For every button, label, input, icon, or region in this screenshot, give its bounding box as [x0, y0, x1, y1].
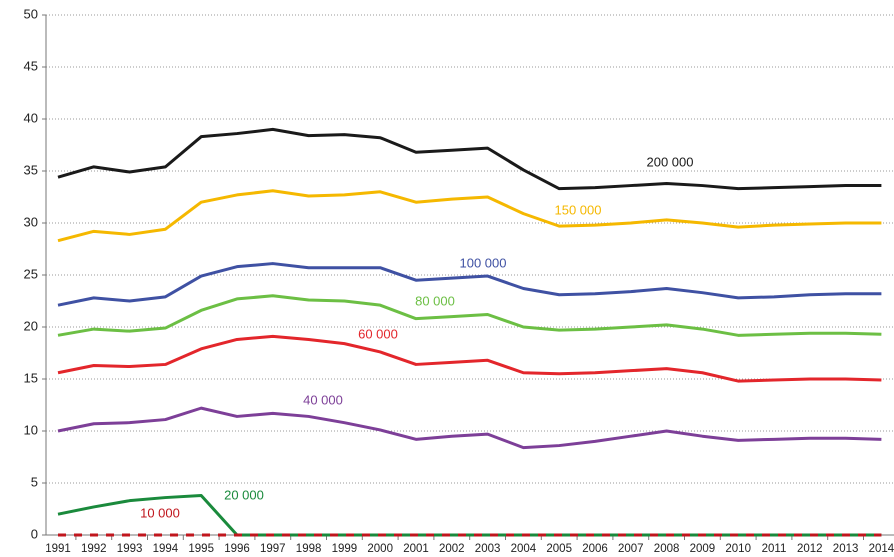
x-tick-label: 2014	[869, 543, 894, 555]
series-line	[57, 493, 882, 537]
series-label: 200 000	[647, 154, 694, 169]
x-tick-label: 2009	[690, 543, 716, 555]
x-tick-label: 2004	[511, 543, 537, 555]
y-tick-label: 45	[24, 58, 38, 73]
x-tick-label: 2010	[725, 543, 751, 555]
y-tick-label: 50	[24, 6, 38, 21]
x-tick-label: 2012	[797, 543, 823, 555]
x-tick-label: 2001	[403, 543, 429, 555]
y-tick-label: 35	[24, 162, 38, 177]
y-tick-label: 5	[31, 474, 38, 489]
series-line	[57, 406, 882, 450]
series-label: 40 000	[303, 392, 343, 407]
x-tick-label: 1991	[45, 543, 71, 555]
series-line	[57, 294, 882, 337]
x-tick-label: 2003	[475, 543, 501, 555]
y-tick-label: 15	[24, 370, 38, 385]
x-tick-label: 2005	[546, 543, 572, 555]
x-tick-label: 2000	[367, 543, 393, 555]
x-tick-label: 1993	[117, 543, 143, 555]
series-line	[57, 189, 882, 243]
y-tick-label: 10	[24, 422, 38, 437]
x-tick-label: 2006	[582, 543, 608, 555]
y-tick-label: 0	[31, 526, 38, 541]
x-tick-label: 2002	[439, 543, 465, 555]
series-label: 150 000	[555, 202, 602, 217]
x-tick-label: 2007	[618, 543, 644, 555]
series-label: 60 000	[358, 326, 398, 341]
y-tick-label: 30	[24, 214, 38, 229]
y-tick-label: 20	[24, 318, 38, 333]
x-tick-label: 1997	[260, 543, 286, 555]
y-tick-label: 40	[24, 110, 38, 125]
x-tick-label: 1994	[153, 543, 179, 555]
series-line	[57, 334, 882, 383]
x-tick-label: 1998	[296, 543, 322, 555]
x-tick-label: 1995	[188, 543, 214, 555]
x-tick-label: 1999	[332, 543, 358, 555]
x-tick-label: 1992	[81, 543, 107, 555]
series-line	[57, 262, 882, 307]
series-label: 20 000	[224, 487, 264, 502]
series-line	[57, 127, 882, 191]
x-tick-label: 2008	[654, 543, 680, 555]
y-tick-label: 25	[24, 266, 38, 281]
series-label: 100 000	[460, 255, 507, 270]
x-tick-label: 2013	[833, 543, 859, 555]
x-tick-label: 1996	[224, 543, 250, 555]
x-tick-label: 2011	[762, 543, 787, 555]
series-label: 80 000	[415, 293, 455, 308]
series-label: 10 000	[140, 505, 180, 520]
